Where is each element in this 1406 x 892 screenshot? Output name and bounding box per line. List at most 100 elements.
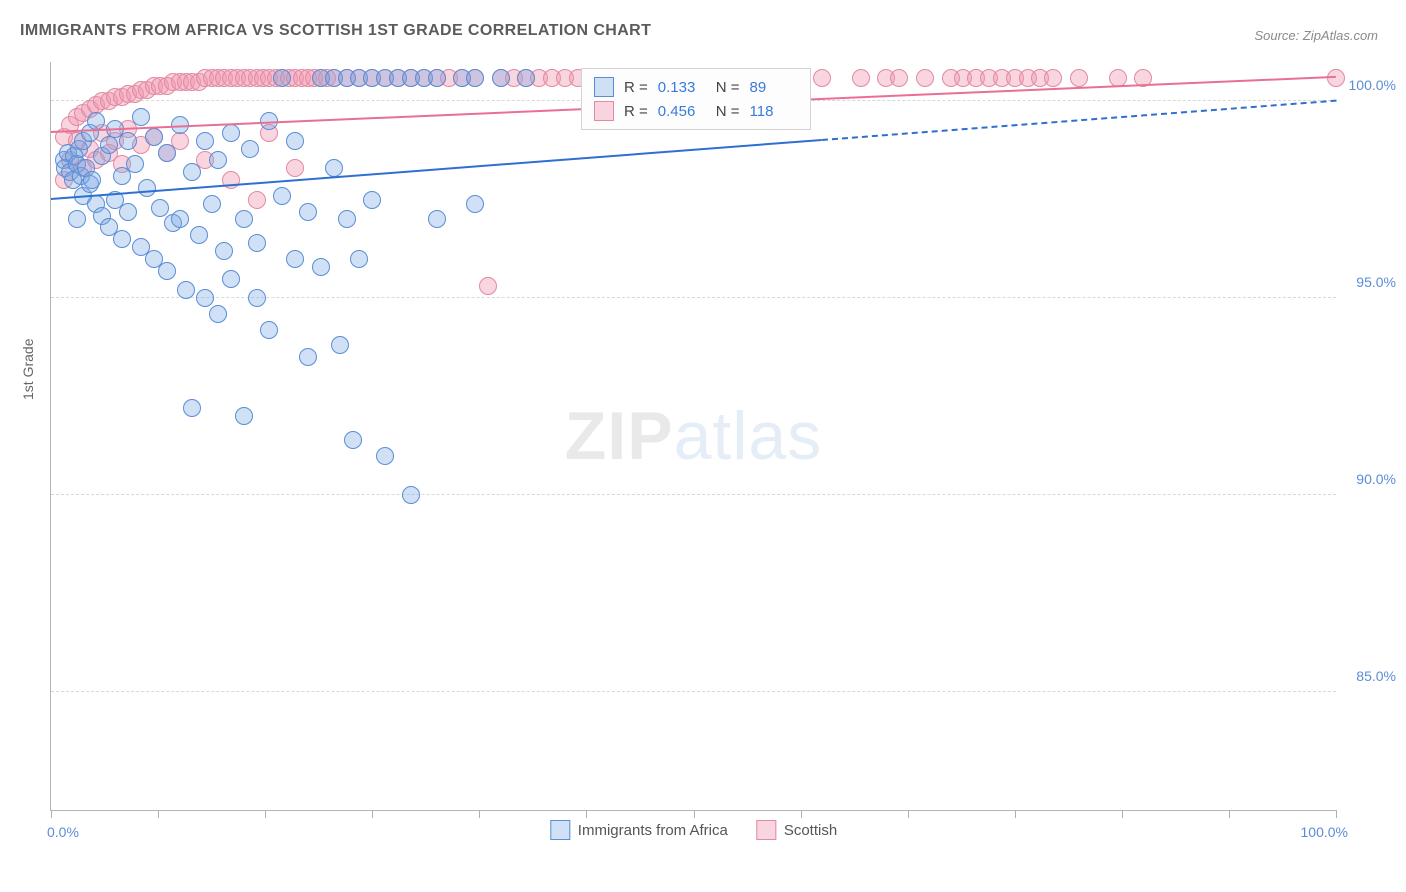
- series-legend-item: Scottish: [756, 820, 837, 840]
- scatter-point: [517, 69, 535, 87]
- scatter-point: [1044, 69, 1062, 87]
- scatter-point: [916, 69, 934, 87]
- scatter-point: [286, 250, 304, 268]
- scatter-point: [100, 136, 118, 154]
- watermark: ZIPatlas: [565, 397, 822, 475]
- scatter-point: [222, 124, 240, 142]
- scatter-point: [196, 289, 214, 307]
- r-value: 0.133: [658, 79, 706, 96]
- scatter-point: [331, 336, 349, 354]
- scatter-point: [215, 242, 233, 260]
- chart-title: IMMIGRANTS FROM AFRICA VS SCOTTISH 1ST G…: [20, 22, 651, 40]
- scatter-point: [126, 155, 144, 173]
- trend-line: [822, 99, 1336, 140]
- y-tick-label: 100.0%: [1349, 77, 1396, 93]
- scatter-point: [376, 447, 394, 465]
- scatter-point: [466, 195, 484, 213]
- legend-swatch: [594, 77, 614, 97]
- scatter-point: [492, 69, 510, 87]
- n-value: 89: [750, 79, 798, 96]
- scatter-point: [151, 199, 169, 217]
- scatter-point: [190, 226, 208, 244]
- plot-area: ZIPatlas 85.0%90.0%95.0%100.0%0.0%100.0%…: [50, 62, 1336, 811]
- scatter-point: [158, 262, 176, 280]
- x-tick: [694, 810, 695, 818]
- x-tick: [265, 810, 266, 818]
- scatter-point: [177, 281, 195, 299]
- legend-swatch: [550, 820, 570, 840]
- n-label: N =: [716, 103, 740, 120]
- legend-swatch: [756, 820, 776, 840]
- scatter-point: [344, 431, 362, 449]
- scatter-point: [350, 250, 368, 268]
- stats-legend-row: R = 0.456 N = 118: [594, 99, 798, 123]
- scatter-point: [196, 132, 214, 150]
- r-label: R =: [624, 103, 648, 120]
- scatter-point: [203, 195, 221, 213]
- n-value: 118: [750, 103, 798, 120]
- scatter-point: [890, 69, 908, 87]
- scatter-point: [299, 348, 317, 366]
- x-label-left: 0.0%: [47, 824, 79, 840]
- scatter-point: [183, 163, 201, 181]
- scatter-point: [363, 191, 381, 209]
- stats-legend-row: R = 0.133 N = 89: [594, 75, 798, 99]
- stats-legend: R = 0.133 N = 89 R = 0.456 N = 118: [581, 68, 811, 130]
- x-tick: [372, 810, 373, 818]
- scatter-point: [222, 270, 240, 288]
- scatter-point: [299, 203, 317, 221]
- r-value: 0.456: [658, 103, 706, 120]
- scatter-point: [241, 140, 259, 158]
- scatter-point: [260, 321, 278, 339]
- scatter-point: [113, 230, 131, 248]
- r-label: R =: [624, 79, 648, 96]
- gridline: [51, 297, 1336, 298]
- scatter-point: [479, 277, 497, 295]
- scatter-point: [209, 151, 227, 169]
- scatter-point: [273, 69, 291, 87]
- gridline: [51, 691, 1336, 692]
- scatter-point: [119, 132, 137, 150]
- n-label: N =: [716, 79, 740, 96]
- scatter-point: [119, 203, 137, 221]
- scatter-point: [273, 187, 291, 205]
- scatter-point: [68, 210, 86, 228]
- scatter-point: [466, 69, 484, 87]
- scatter-point: [158, 144, 176, 162]
- x-tick: [1336, 810, 1337, 818]
- scatter-point: [248, 234, 266, 252]
- series-legend-item: Immigrants from Africa: [550, 820, 728, 840]
- scatter-point: [286, 132, 304, 150]
- x-tick: [158, 810, 159, 818]
- scatter-point: [325, 159, 343, 177]
- scatter-point: [209, 305, 227, 323]
- scatter-point: [1070, 69, 1088, 87]
- series-name: Immigrants from Africa: [578, 822, 728, 839]
- scatter-point: [171, 210, 189, 228]
- x-tick: [801, 810, 802, 818]
- x-tick: [908, 810, 909, 818]
- x-tick: [479, 810, 480, 818]
- y-tick-label: 85.0%: [1356, 668, 1396, 684]
- scatter-point: [428, 69, 446, 87]
- scatter-point: [852, 69, 870, 87]
- series-legend: Immigrants from Africa Scottish: [550, 820, 837, 840]
- scatter-point: [813, 69, 831, 87]
- x-tick: [51, 810, 52, 818]
- series-name: Scottish: [784, 822, 837, 839]
- scatter-point: [402, 486, 420, 504]
- scatter-point: [248, 289, 266, 307]
- scatter-point: [248, 191, 266, 209]
- y-tick-label: 90.0%: [1356, 471, 1396, 487]
- x-tick: [1122, 810, 1123, 818]
- scatter-point: [312, 258, 330, 276]
- x-label-right: 100.0%: [1301, 824, 1348, 840]
- scatter-point: [83, 171, 101, 189]
- scatter-point: [138, 179, 156, 197]
- x-tick: [1229, 810, 1230, 818]
- y-tick-label: 95.0%: [1356, 274, 1396, 290]
- watermark-atlas: atlas: [674, 398, 823, 474]
- scatter-point: [132, 108, 150, 126]
- scatter-point: [428, 210, 446, 228]
- scatter-point: [338, 210, 356, 228]
